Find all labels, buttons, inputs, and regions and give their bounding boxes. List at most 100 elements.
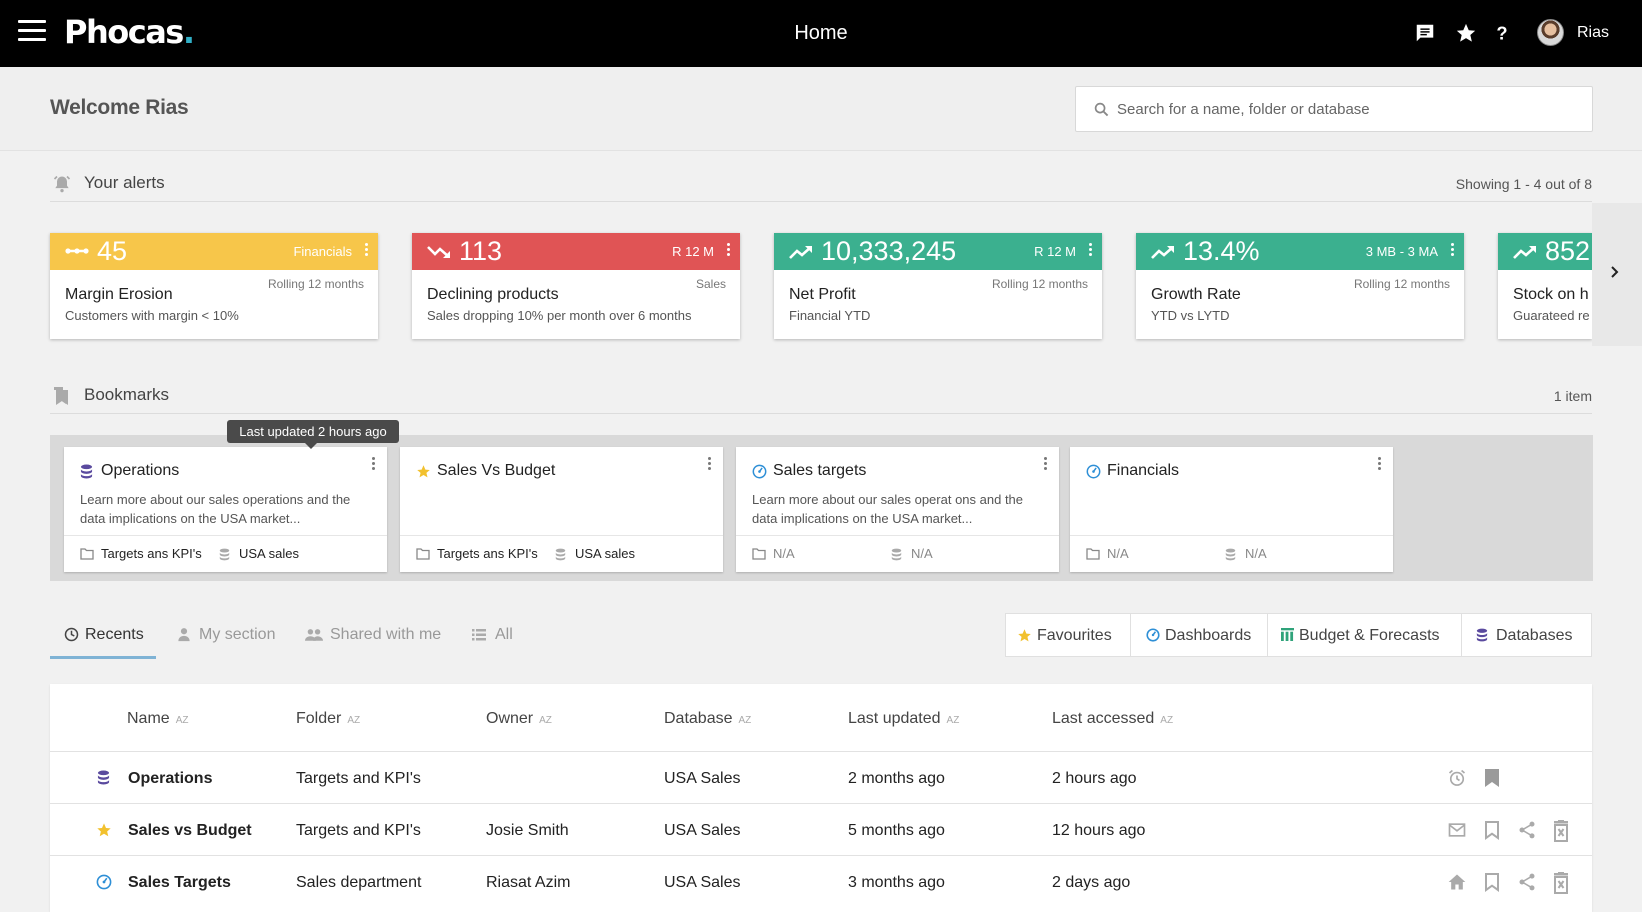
row-database: USA Sales: [664, 874, 741, 891]
column-header-owner[interactable]: Owner AZ: [486, 710, 552, 728]
bookmark-card-operations[interactable]: Operations Learn more about our sales op…: [64, 447, 387, 572]
table-row[interactable]: Sales Targets Sales department Riasat Az…: [50, 855, 1592, 907]
bookmark-desc: Learn more about our sales operations an…: [80, 492, 351, 526]
bookmark-icon[interactable]: [1484, 872, 1500, 892]
search-input[interactable]: Search for a name, folder or database: [1117, 101, 1370, 118]
budget-forecasts-filter-button[interactable]: Budget & Forecasts: [1268, 614, 1462, 656]
tab-recents[interactable]: Recents: [64, 626, 156, 656]
bookmark-icon[interactable]: [1484, 820, 1500, 840]
row-name[interactable]: Sales vs Budget: [128, 822, 252, 839]
databases-filter-button[interactable]: Databases: [1462, 614, 1591, 656]
database-icon: [555, 548, 566, 561]
filter-label: Databases: [1496, 627, 1573, 644]
favourites-filter-button[interactable]: Favourites: [1006, 614, 1131, 656]
column-header-database[interactable]: Database AZ: [664, 710, 751, 728]
column-header-name[interactable]: Name AZ: [127, 710, 188, 728]
share-icon[interactable]: [1517, 872, 1537, 892]
alert-tag: 3 MB - 3 MA: [1365, 244, 1438, 259]
alert-tag: R 12 M: [672, 244, 714, 259]
row-last-accessed: 2 hours ago: [1052, 770, 1137, 787]
table-row[interactable]: Sales vs Budget Targets and KPI's Josie …: [50, 803, 1592, 855]
trend-up-icon: [788, 243, 814, 261]
avatar[interactable]: [1537, 19, 1564, 46]
bookmark-card-sales-targets[interactable]: Sales targets Learn more about our sales…: [736, 447, 1059, 572]
column-header-last-updated[interactable]: Last updated AZ: [848, 710, 959, 728]
star-icon: [416, 464, 431, 479]
sort-az-icon[interactable]: AZ: [946, 715, 960, 726]
alert-card-margin-erosion[interactable]: 45 Financials Rolling 12 months Margin E…: [50, 233, 378, 339]
star-icon: [96, 822, 112, 838]
alert-period: Rolling 12 months: [991, 277, 1088, 291]
alarm-icon[interactable]: [1447, 768, 1467, 788]
bookmark-card-financials[interactable]: Financials N/A N/A: [1070, 447, 1393, 572]
more-options-icon[interactable]: [1378, 457, 1381, 472]
table-row[interactable]: Operations Targets and KPI's USA Sales 2…: [50, 751, 1592, 803]
row-name[interactable]: Sales Targets: [128, 874, 231, 891]
share-icon[interactable]: [1517, 820, 1537, 840]
filter-label: Favourites: [1037, 627, 1112, 644]
delete-icon[interactable]: [1552, 872, 1570, 894]
tooltip: Last updated 2 hours ago: [227, 420, 399, 449]
sort-az-icon[interactable]: AZ: [738, 715, 752, 726]
tab-label: My section: [199, 626, 276, 643]
user-name[interactable]: Rias: [1577, 24, 1610, 41]
alerts-count: Showing 1 - 4 out of 8: [1455, 176, 1592, 192]
tab-my-section[interactable]: My section: [177, 626, 287, 656]
database-icon: [97, 770, 110, 785]
row-owner: Josie Smith: [486, 822, 569, 839]
delete-icon[interactable]: [1552, 820, 1570, 842]
more-options-icon[interactable]: [372, 457, 375, 472]
alert-card-declining-products[interactable]: 113 R 12 M Sales Declining products Sale…: [412, 233, 740, 339]
phocas-logo[interactable]: Phocas.: [64, 13, 195, 51]
alarm-bell-icon: [52, 174, 72, 194]
column-header-label: Owner: [486, 710, 534, 727]
column-header-folder[interactable]: Folder AZ: [296, 710, 360, 728]
sort-az-icon[interactable]: AZ: [1160, 715, 1174, 726]
tab-shared-with-me[interactable]: Shared with me: [305, 626, 450, 656]
search-box[interactable]: Search for a name, folder or database: [1075, 86, 1593, 132]
alert-name: Declining products: [427, 286, 559, 303]
alert-card-growth-rate[interactable]: 13.4% 3 MB - 3 MA Rolling 12 months Grow…: [1136, 233, 1464, 339]
column-header-last-accessed[interactable]: Last accessed AZ: [1052, 710, 1173, 728]
alert-card-net-profit[interactable]: 10,333,245 R 12 M Rolling 12 months Net …: [774, 233, 1102, 339]
alert-value: 852: [1545, 236, 1591, 266]
row-name[interactable]: Operations: [128, 770, 213, 787]
welcome-band: Welcome Rias Search for a name, folder o…: [0, 67, 1642, 151]
trend-up-icon: [1512, 243, 1538, 261]
menu-icon[interactable]: [18, 20, 46, 42]
sort-az-icon[interactable]: AZ: [347, 715, 361, 726]
bookmark-database: N/A: [1245, 546, 1267, 561]
more-options-icon[interactable]: [365, 243, 369, 258]
sort-az-icon[interactable]: AZ: [539, 715, 552, 726]
home-icon[interactable]: [1447, 872, 1467, 892]
tab-all[interactable]: All: [472, 626, 522, 656]
mail-icon[interactable]: [1447, 820, 1467, 840]
more-options-icon[interactable]: [1044, 457, 1047, 472]
column-header-label: Last accessed: [1052, 710, 1155, 727]
bookmark-footer: Targets ans KPI's USA sales: [400, 535, 723, 572]
more-options-icon[interactable]: [1451, 243, 1455, 258]
more-options-icon[interactable]: [708, 457, 711, 472]
row-folder: Targets and KPI's: [296, 822, 421, 839]
alert-header: 45 Financials: [50, 233, 378, 270]
row-last-updated: 5 months ago: [848, 822, 945, 839]
row-last-accessed: 2 days ago: [1052, 874, 1131, 891]
dashboards-filter-button[interactable]: Dashboards: [1131, 614, 1268, 656]
more-options-icon[interactable]: [1089, 243, 1093, 258]
sort-az-icon[interactable]: AZ: [175, 715, 189, 726]
alert-tag: Financials: [293, 244, 352, 259]
bookmarks-area: Operations Learn more about our sales op…: [50, 435, 1593, 581]
alert-desc: YTD vs LYTD: [1151, 308, 1230, 323]
filter-label: Dashboards: [1165, 627, 1252, 644]
alert-card-stock-on-hand[interactable]: 852 Stock on h Guarateed re: [1498, 233, 1592, 339]
star-icon[interactable]: [1455, 22, 1477, 44]
more-options-icon[interactable]: [727, 243, 731, 258]
database-icon: [1225, 548, 1236, 561]
bookmark-filled-icon[interactable]: [1484, 768, 1500, 788]
message-icon[interactable]: [1414, 22, 1436, 44]
bookmark-card-sales-vs-budget[interactable]: Sales Vs Budget Targets ans KPI's USA sa…: [400, 447, 723, 572]
help-icon[interactable]: ?: [1491, 22, 1513, 44]
alerts-next-button[interactable]: [1592, 203, 1642, 346]
page-title: Home: [794, 22, 848, 44]
alert-value: 13.4%: [1183, 236, 1260, 266]
